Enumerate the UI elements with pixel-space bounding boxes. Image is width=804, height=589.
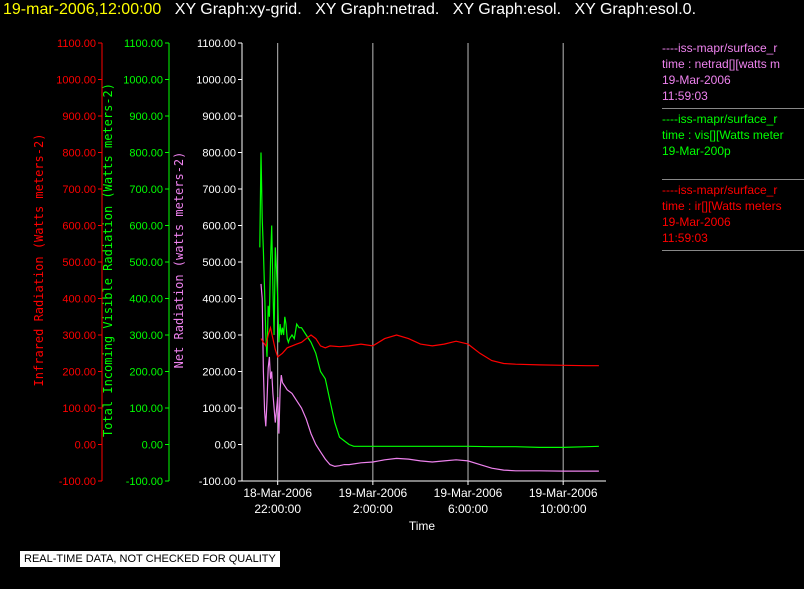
legend-ir-line-3: 19-Mar-2006 <box>662 215 731 229</box>
y-tick-label-2-9: 800.00 <box>202 148 236 160</box>
y-tick-label-0-10: 900.00 <box>62 111 96 123</box>
y-tick-label-0-9: 800.00 <box>62 148 96 160</box>
header-title-esol0: XY Graph:esol.0. <box>574 1 697 18</box>
y-tick-label-1-7: 600.00 <box>129 221 163 233</box>
y-tick-label-2-12: 1100.00 <box>197 38 236 50</box>
legend-ir-line-1: ----iss-mapr/surface_r <box>662 183 778 197</box>
x-tick-label-date-1: 19-Mar-2006 <box>338 486 407 500</box>
header-title-esol: XY Graph:esol. <box>452 1 562 18</box>
y-tick-label-2-2: 100.00 <box>202 403 236 415</box>
y-tick-label-1-6: 500.00 <box>129 257 163 269</box>
y-tick-label-0-7: 600.00 <box>62 221 96 233</box>
x-tick-label-time-1: 2:00:00 <box>353 502 393 516</box>
y-tick-label-1-3: 200.00 <box>129 367 163 379</box>
legend-entry-net: ----iss-mapr/surface_r time : netrad[][w… <box>662 40 804 109</box>
y-tick-label-0-3: 200.00 <box>62 367 96 379</box>
series-line-ir <box>260 325 599 367</box>
y-tick-label-1-2: 100.00 <box>129 403 163 415</box>
legend-net-line-4: 11:59:03 <box>662 89 708 103</box>
y-tick-label-2-3: 200.00 <box>202 367 236 379</box>
y-tick-label-2-4: 300.00 <box>202 330 236 342</box>
header-timestamp: 19-mar-2006,12:00:00 <box>3 1 162 18</box>
legend-ir-line-2: time : ir[][Watts meters <box>662 199 782 213</box>
y-tick-label-1-0: -100.00 <box>126 476 163 488</box>
y-tick-label-2-0: -100.00 <box>199 476 236 488</box>
legend-vis-line-1: ----iss-mapr/surface_r <box>662 112 778 126</box>
x-tick-label-time-2: 6:00:00 <box>448 502 488 516</box>
legend-net-line-1: ----iss-mapr/surface_r <box>662 41 778 55</box>
legend: ----iss-mapr/surface_r time : netrad[][w… <box>662 40 804 253</box>
y-axis-title-1: Total Incoming Visible Radiation (Watts … <box>101 83 115 437</box>
header-title-netrad: XY Graph:netrad. <box>315 1 440 18</box>
legend-entry-vis: ----iss-mapr/surface_r time : vis[][Watt… <box>662 111 804 180</box>
legend-vis-line-3: 19-Mar-200p <box>662 144 731 158</box>
y-tick-label-2-10: 900.00 <box>202 111 236 123</box>
y-tick-label-1-9: 800.00 <box>129 148 163 160</box>
y-tick-label-2-5: 400.00 <box>202 294 236 306</box>
legend-ir-line-4: 11:59:03 <box>662 231 708 245</box>
y-tick-label-0-2: 100.00 <box>62 403 96 415</box>
y-tick-label-0-11: 1000.00 <box>56 75 96 87</box>
header-title-xy-grid: XY Graph:xy-grid. <box>174 1 302 18</box>
y-tick-label-0-4: 300.00 <box>62 330 96 342</box>
y-tick-label-1-8: 700.00 <box>129 184 163 196</box>
y-tick-label-0-5: 400.00 <box>62 294 96 306</box>
y-tick-label-2-11: 1000.00 <box>196 75 236 87</box>
series-line-net <box>260 283 599 472</box>
x-tick-label-time-0: 22:00:00 <box>254 502 301 516</box>
y-tick-label-1-4: 300.00 <box>129 330 163 342</box>
legend-vis-line-2: time : vis[][Watts meter <box>662 128 784 142</box>
y-tick-label-2-6: 500.00 <box>202 257 236 269</box>
x-tick-label-date-0: 18-Mar-2006 <box>243 486 312 500</box>
y-axis-title-2: Net Radiation (watts meters-2) <box>172 152 186 369</box>
series-line-vis <box>259 152 599 448</box>
x-tick-label-time-3: 10:00:00 <box>540 502 587 516</box>
quality-footnote: REAL-TIME DATA, NOT CHECKED FOR QUALITY <box>20 551 280 567</box>
y-axis-title-0: Infrared Radiation (Watts meters-2) <box>32 134 46 387</box>
legend-entry-ir: ----iss-mapr/surface_r time : ir[][Watts… <box>662 182 804 251</box>
y-tick-label-0-0: -100.00 <box>59 476 96 488</box>
y-tick-label-0-1: 0.00 <box>75 440 96 452</box>
legend-net-line-2: time : netrad[][watts m <box>662 57 781 71</box>
y-tick-label-0-8: 700.00 <box>62 184 96 196</box>
y-tick-label-2-7: 600.00 <box>202 221 236 233</box>
x-axis-title: Time <box>409 519 436 533</box>
y-tick-label-1-1: 0.00 <box>142 440 163 452</box>
y-tick-label-0-12: 1100.00 <box>57 38 96 50</box>
legend-net-line-3: 19-Mar-2006 <box>662 73 731 87</box>
y-tick-label-2-8: 700.00 <box>202 184 236 196</box>
y-tick-label-1-5: 400.00 <box>129 294 163 306</box>
y-tick-label-1-12: 1100.00 <box>124 38 163 50</box>
y-tick-label-1-10: 900.00 <box>129 111 163 123</box>
y-tick-label-0-6: 500.00 <box>62 257 96 269</box>
y-tick-label-2-1: 0.00 <box>215 440 236 452</box>
y-tick-label-1-11: 1000.00 <box>123 75 163 87</box>
header-bar: 19-mar-2006,12:00:00 XY Graph:xy-grid. X… <box>3 1 696 19</box>
x-tick-label-date-2: 19-Mar-2006 <box>434 486 503 500</box>
x-tick-label-date-3: 19-Mar-2006 <box>529 486 598 500</box>
